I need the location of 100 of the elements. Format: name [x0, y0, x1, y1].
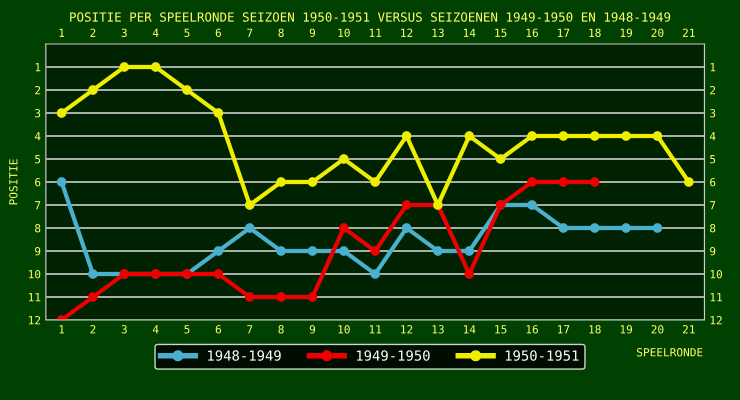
x2-tick-label: 8 [278, 28, 284, 37]
point [276, 177, 286, 187]
point [590, 223, 600, 233]
y2-tick-label: 4 [710, 132, 716, 140]
x2-tick-label: 6 [216, 28, 221, 37]
x2-tick-label: 15 [495, 28, 506, 37]
point [590, 131, 600, 141]
point [402, 223, 412, 233]
point [338, 223, 349, 233]
x-tick-label: 7 [247, 325, 252, 334]
x2-tick-label: 17 [558, 28, 570, 37]
y-tick-label: 10 [28, 270, 40, 278]
x-tick-label: 19 [620, 325, 632, 334]
y2-tick-label: 8 [710, 224, 716, 232]
y-tick-label: 3 [35, 109, 40, 118]
y-tick-label: 12 [28, 316, 40, 324]
point [244, 292, 255, 302]
x2-tick-label: 2 [90, 28, 96, 37]
x2-tick-label: 19 [620, 28, 632, 37]
x-tick-label: 16 [526, 325, 538, 334]
x2-tick-label: 13 [432, 28, 444, 37]
x2-tick-label: 7 [247, 28, 252, 37]
x2-tick-label: 20 [652, 28, 664, 37]
point [464, 246, 474, 256]
point [88, 85, 98, 95]
x-tick-label: 14 [464, 325, 476, 334]
point [496, 154, 506, 164]
point [433, 246, 443, 256]
y-tick-label: 6 [35, 178, 40, 186]
x-tick-label: 11 [370, 325, 382, 334]
y2-tick-label: 1 [710, 63, 716, 72]
point [370, 269, 380, 279]
x2-tick-label: 3 [122, 28, 127, 37]
x-tick-label: 9 [310, 325, 316, 334]
x-tick-label: 21 [682, 325, 695, 334]
y-tick-label: 8 [35, 224, 40, 232]
x2-tick-label: 4 [152, 28, 158, 37]
y2-tick-label: 2 [710, 86, 716, 94]
point [214, 108, 224, 118]
point [308, 177, 318, 187]
point [590, 177, 600, 187]
x-tick-label: 15 [495, 325, 506, 334]
point [308, 292, 318, 302]
legend-label: 1949-1950 [356, 350, 430, 361]
x-tick-label: 20 [652, 325, 664, 334]
x-tick-label: 3 [122, 325, 127, 334]
point [370, 246, 380, 256]
x2-tick-label: 5 [184, 28, 190, 37]
x-tick-label: 18 [589, 325, 601, 334]
x2-tick-label: 14 [464, 28, 476, 37]
point [621, 223, 631, 233]
x-tick-label: 12 [401, 325, 412, 334]
x-tick-label: 2 [90, 325, 96, 334]
point [56, 177, 66, 187]
point [621, 131, 631, 141]
point [464, 131, 474, 141]
point [402, 131, 412, 141]
point [214, 246, 224, 256]
x2-tick-label: 10 [338, 28, 350, 37]
x-tick-label: 5 [184, 325, 190, 334]
point [527, 200, 537, 210]
point [214, 269, 224, 279]
point [338, 154, 349, 164]
point [56, 108, 66, 118]
y2-tick-label: 12 [710, 316, 722, 324]
point [558, 223, 568, 233]
chart-title: POSITIE PER SPEELRONDE SEIZOEN 1950-1951 VERSUS SEIZOENEN 1949-1950 EN 1948-1949 [70, 12, 670, 22]
x2-tick-label: 11 [370, 28, 382, 37]
legend-label: 1950-1951 [506, 350, 578, 361]
y-tick-label: 1 [36, 63, 40, 72]
x2-tick-label: 1 [60, 28, 64, 37]
x2-tick-label: 12 [401, 28, 412, 37]
y2-tick-label: 6 [710, 178, 716, 186]
point [402, 200, 412, 210]
y2-tick-label: 3 [710, 109, 716, 118]
point [558, 177, 568, 187]
legend-label: 1948-1949 [208, 350, 281, 361]
point [308, 246, 318, 256]
point [370, 177, 380, 187]
x2-tick-label: 18 [589, 28, 601, 37]
point [684, 177, 694, 187]
x-tick-label: 1 [60, 325, 64, 334]
x2-tick-label: 16 [526, 28, 538, 37]
point [150, 62, 161, 72]
y-tick-label: 11 [28, 293, 40, 302]
y2-tick-label: 10 [710, 270, 722, 278]
y-axis-title: POSITIE [9, 159, 18, 204]
y-tick-label: 4 [34, 132, 40, 140]
y-tick-label: 2 [35, 86, 40, 94]
point [88, 292, 98, 302]
x-tick-label: 13 [432, 325, 444, 334]
y-tick-label: 7 [35, 201, 40, 210]
point [338, 246, 349, 256]
point [652, 223, 662, 233]
point [88, 269, 98, 279]
point [652, 131, 662, 141]
y2-tick-label: 11 [710, 293, 722, 302]
point [244, 223, 255, 233]
y2-tick-label: 5 [710, 155, 716, 164]
x-tick-label: 8 [278, 325, 284, 334]
